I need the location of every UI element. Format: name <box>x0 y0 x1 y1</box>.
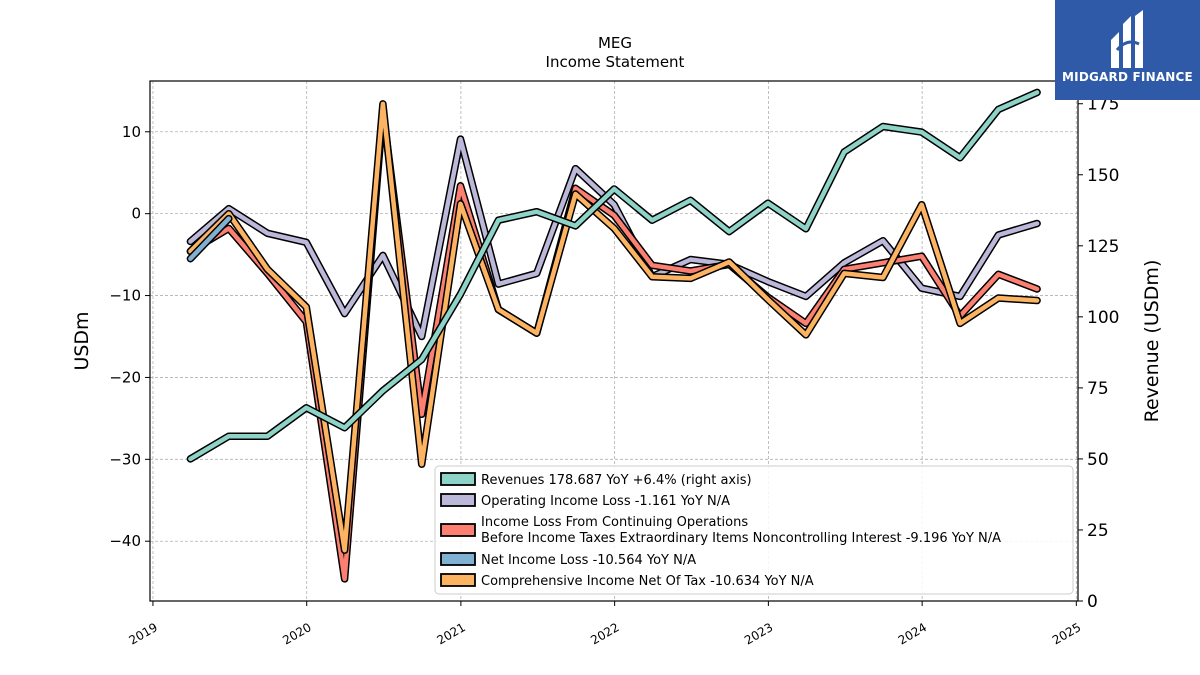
legend-label: Revenues 178.687 YoY +6.4% (right axis) <box>481 473 752 488</box>
series-line <box>188 216 232 261</box>
legend-swatch <box>440 552 476 566</box>
chart-title: MEG <box>598 34 632 52</box>
logo-text: MIDGARD FINANCE <box>1062 70 1193 84</box>
series-outline <box>186 135 1041 341</box>
legend-swatch <box>440 493 476 507</box>
legend-label: Net Income Loss -10.564 YoY N/A <box>481 553 696 568</box>
legend: Revenues 178.687 YoY +6.4% (right axis) O… <box>434 465 1074 595</box>
series-line <box>188 136 1040 339</box>
x-tick-label: 2019 <box>127 620 160 647</box>
series-line <box>188 101 1040 553</box>
legend-label: Income Loss From Continuing Operations Be… <box>481 515 1001 546</box>
series-line <box>188 90 1040 462</box>
midgard-finance-logo: MIDGARD FINANCE <box>1055 0 1200 100</box>
y-left-tick-label: 0 <box>131 205 141 223</box>
legend-swatch <box>440 472 476 486</box>
y-right-tick-label: 25 <box>1087 521 1109 541</box>
x-tick-label: 2023 <box>742 620 775 647</box>
legend-box <box>434 465 1074 595</box>
y-left-tick-label: 10 <box>122 123 141 141</box>
y-left-tick-label: −20 <box>109 368 141 386</box>
midgard-logo-icon <box>1111 10 1143 68</box>
y-right-tick-label: 75 <box>1087 379 1109 399</box>
y-right-tick-label: 50 <box>1087 450 1109 470</box>
y-right-tick-label: 0 <box>1087 592 1098 612</box>
y-left-tick-label: −10 <box>109 287 141 305</box>
x-tick-label: 2022 <box>588 620 621 647</box>
y-right-tick-label: 125 <box>1087 237 1119 257</box>
chart-subtitle: Income Statement <box>546 53 685 71</box>
y-left-tick-label: −30 <box>109 450 141 468</box>
y-axis-label-left: USDm <box>71 311 93 370</box>
series-lines <box>186 88 1041 583</box>
x-tick-label: 2020 <box>280 620 313 647</box>
x-tick-label: 2021 <box>434 620 467 647</box>
legend-swatch <box>440 573 476 587</box>
plot-frame <box>149 80 1079 602</box>
x-tick-label: 2025 <box>1050 620 1083 647</box>
legend-label: Operating Income Loss -1.161 YoY N/A <box>481 494 730 509</box>
x-tick-label: 2024 <box>896 620 929 647</box>
y-right-tick-label: 150 <box>1087 166 1119 186</box>
legend-swatch <box>440 523 476 537</box>
y-axis-label-right: Revenue (USDm) <box>1141 260 1163 423</box>
legend-label: Comprehensive Income Net Of Tax -10.634 … <box>481 574 814 589</box>
y-right-tick-label: 100 <box>1087 308 1119 328</box>
y-left-tick-label: −40 <box>109 532 141 550</box>
